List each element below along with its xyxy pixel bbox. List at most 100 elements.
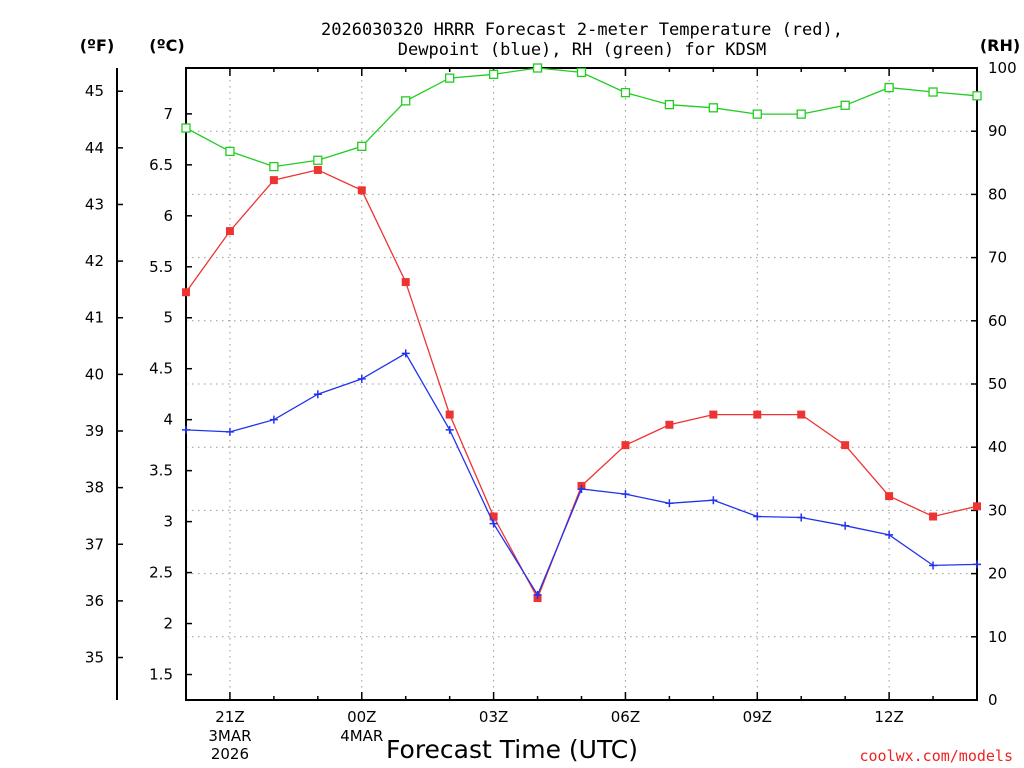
dewpoint-point <box>621 490 630 499</box>
rh-point <box>884 82 894 93</box>
dewpoint-point <box>225 427 234 436</box>
dewpoint-point <box>182 425 190 434</box>
celsius-tick-label: 6.5 <box>149 156 173 174</box>
celsius-tick-label: 4.5 <box>149 360 173 378</box>
dewpoint-point <box>401 349 410 358</box>
fahrenheit-tick-label: 37 <box>85 535 104 553</box>
rh-point <box>620 87 631 98</box>
fahrenheit-tick-label: 38 <box>85 479 104 497</box>
rh-point <box>664 100 675 110</box>
temperature-point <box>489 512 498 521</box>
dewpoint-point <box>753 512 762 521</box>
chart-title-line-1: 2026030320 HRRR Forecast 2-meter Tempera… <box>321 20 843 40</box>
dewpoint-point <box>841 521 850 530</box>
celsius-tick-label: 7 <box>163 105 173 123</box>
rh-unit-label: (RH) <box>980 36 1020 55</box>
temperature-point <box>182 288 190 297</box>
x-tick-label: 06Z <box>611 708 640 726</box>
rh-tick-label: 90 <box>988 122 1007 140</box>
rh-point <box>445 73 455 83</box>
axes: 35 36 37 38 39 40 41 42 43 44 45 1.5 2 2.5 3 3.5 4 4.5 5 5.… <box>85 59 1017 763</box>
rh-point <box>840 100 850 110</box>
rh-tick-label: 0 <box>988 691 998 709</box>
temperature-point <box>973 502 981 511</box>
x-axis-label: Forecast Time (UTC) <box>386 735 638 764</box>
fahrenheit-tick-label: 40 <box>85 365 104 383</box>
temperature-point <box>225 227 234 236</box>
dewpoint-point <box>489 519 498 528</box>
credit-label: coolwx.com/models <box>859 747 1013 765</box>
rh-point <box>357 141 367 152</box>
celsius-tick-label: 5 <box>163 309 173 327</box>
dewpoint-point <box>269 415 278 424</box>
rh-tick-label: 100 <box>988 59 1017 77</box>
fahrenheit-tick-label: 39 <box>85 422 104 440</box>
fahrenheit-tick-label: 35 <box>85 649 104 667</box>
temperature-point <box>357 186 366 195</box>
dewpoint-point <box>929 561 938 570</box>
fahrenheit-tick-label: 36 <box>85 592 104 610</box>
x-tick-label: 00Z <box>347 708 376 726</box>
x-tick-label: 03Z <box>479 708 508 726</box>
celsius-tick-label: 3.5 <box>149 462 173 480</box>
rh-point <box>225 146 235 157</box>
temperature-point <box>621 441 630 450</box>
rh-point <box>313 155 323 165</box>
dewpoint-point <box>665 499 674 508</box>
rh-tick-label: 10 <box>988 628 1007 646</box>
dewpoint-line <box>185 352 978 597</box>
x-tick-label: 09Z <box>743 708 772 726</box>
dewpoint-point <box>797 513 806 522</box>
rh-point <box>796 109 806 119</box>
rh-point <box>752 109 762 119</box>
dewpoint-point <box>973 560 981 569</box>
rh-tick-label: 20 <box>988 565 1007 583</box>
date-label: 3MAR <box>208 727 251 745</box>
rh-point <box>972 91 982 101</box>
temperature-point <box>313 165 322 174</box>
date-label: 4MAR <box>340 727 383 745</box>
fahrenheit-tick-label: 45 <box>85 82 104 100</box>
rh-tick-label: 80 <box>988 185 1007 203</box>
celsius-unit-label: (ºC) <box>149 36 184 55</box>
rh-tick-label: 60 <box>988 312 1007 330</box>
temperature-point <box>753 410 762 419</box>
chart-title-line-2: Dewpoint (blue), RH (green) for KDSM <box>398 40 766 60</box>
temperature-series <box>182 165 981 603</box>
rh-point <box>532 63 543 73</box>
rh-point <box>928 87 938 97</box>
celsius-tick-label: 6 <box>163 207 173 225</box>
temperature-point <box>885 492 894 501</box>
rh-tick-label: 50 <box>988 375 1007 393</box>
fahrenheit-tick-label: 42 <box>85 252 104 270</box>
dewpoint-point <box>357 374 366 383</box>
celsius-tick-label: 1.5 <box>149 666 173 684</box>
rh-point <box>269 161 279 172</box>
temperature-point <box>709 410 718 419</box>
dewpoint-point <box>445 425 454 434</box>
celsius-tick-label: 3 <box>163 513 173 531</box>
temperature-point <box>269 176 278 185</box>
rh-point <box>488 69 499 79</box>
date-label: 2026 <box>211 745 249 763</box>
celsius-tick-label: 2 <box>163 615 173 633</box>
celsius-tick-label: 5.5 <box>149 258 173 276</box>
fahrenheit-unit-label: (ºF) <box>80 36 115 55</box>
rh-tick-label: 30 <box>988 501 1007 519</box>
celsius-tick-label: 2.5 <box>149 564 173 582</box>
rh-line <box>185 67 978 168</box>
celsius-tick-label: 4 <box>163 411 173 429</box>
x-tick-label: 12Z <box>874 708 903 726</box>
rh-point <box>181 123 191 133</box>
temperature-point <box>401 278 410 287</box>
rh-point <box>401 96 411 106</box>
chart-title: 2026030320 HRRR Forecast 2-meter Tempera… <box>321 20 843 60</box>
dewpoint-point <box>533 591 542 600</box>
temperature-point <box>797 410 806 419</box>
fahrenheit-tick-label: 43 <box>85 195 104 213</box>
rh-point <box>708 103 718 113</box>
dewpoint-point <box>577 484 586 493</box>
rh-tick-label: 40 <box>988 438 1007 456</box>
